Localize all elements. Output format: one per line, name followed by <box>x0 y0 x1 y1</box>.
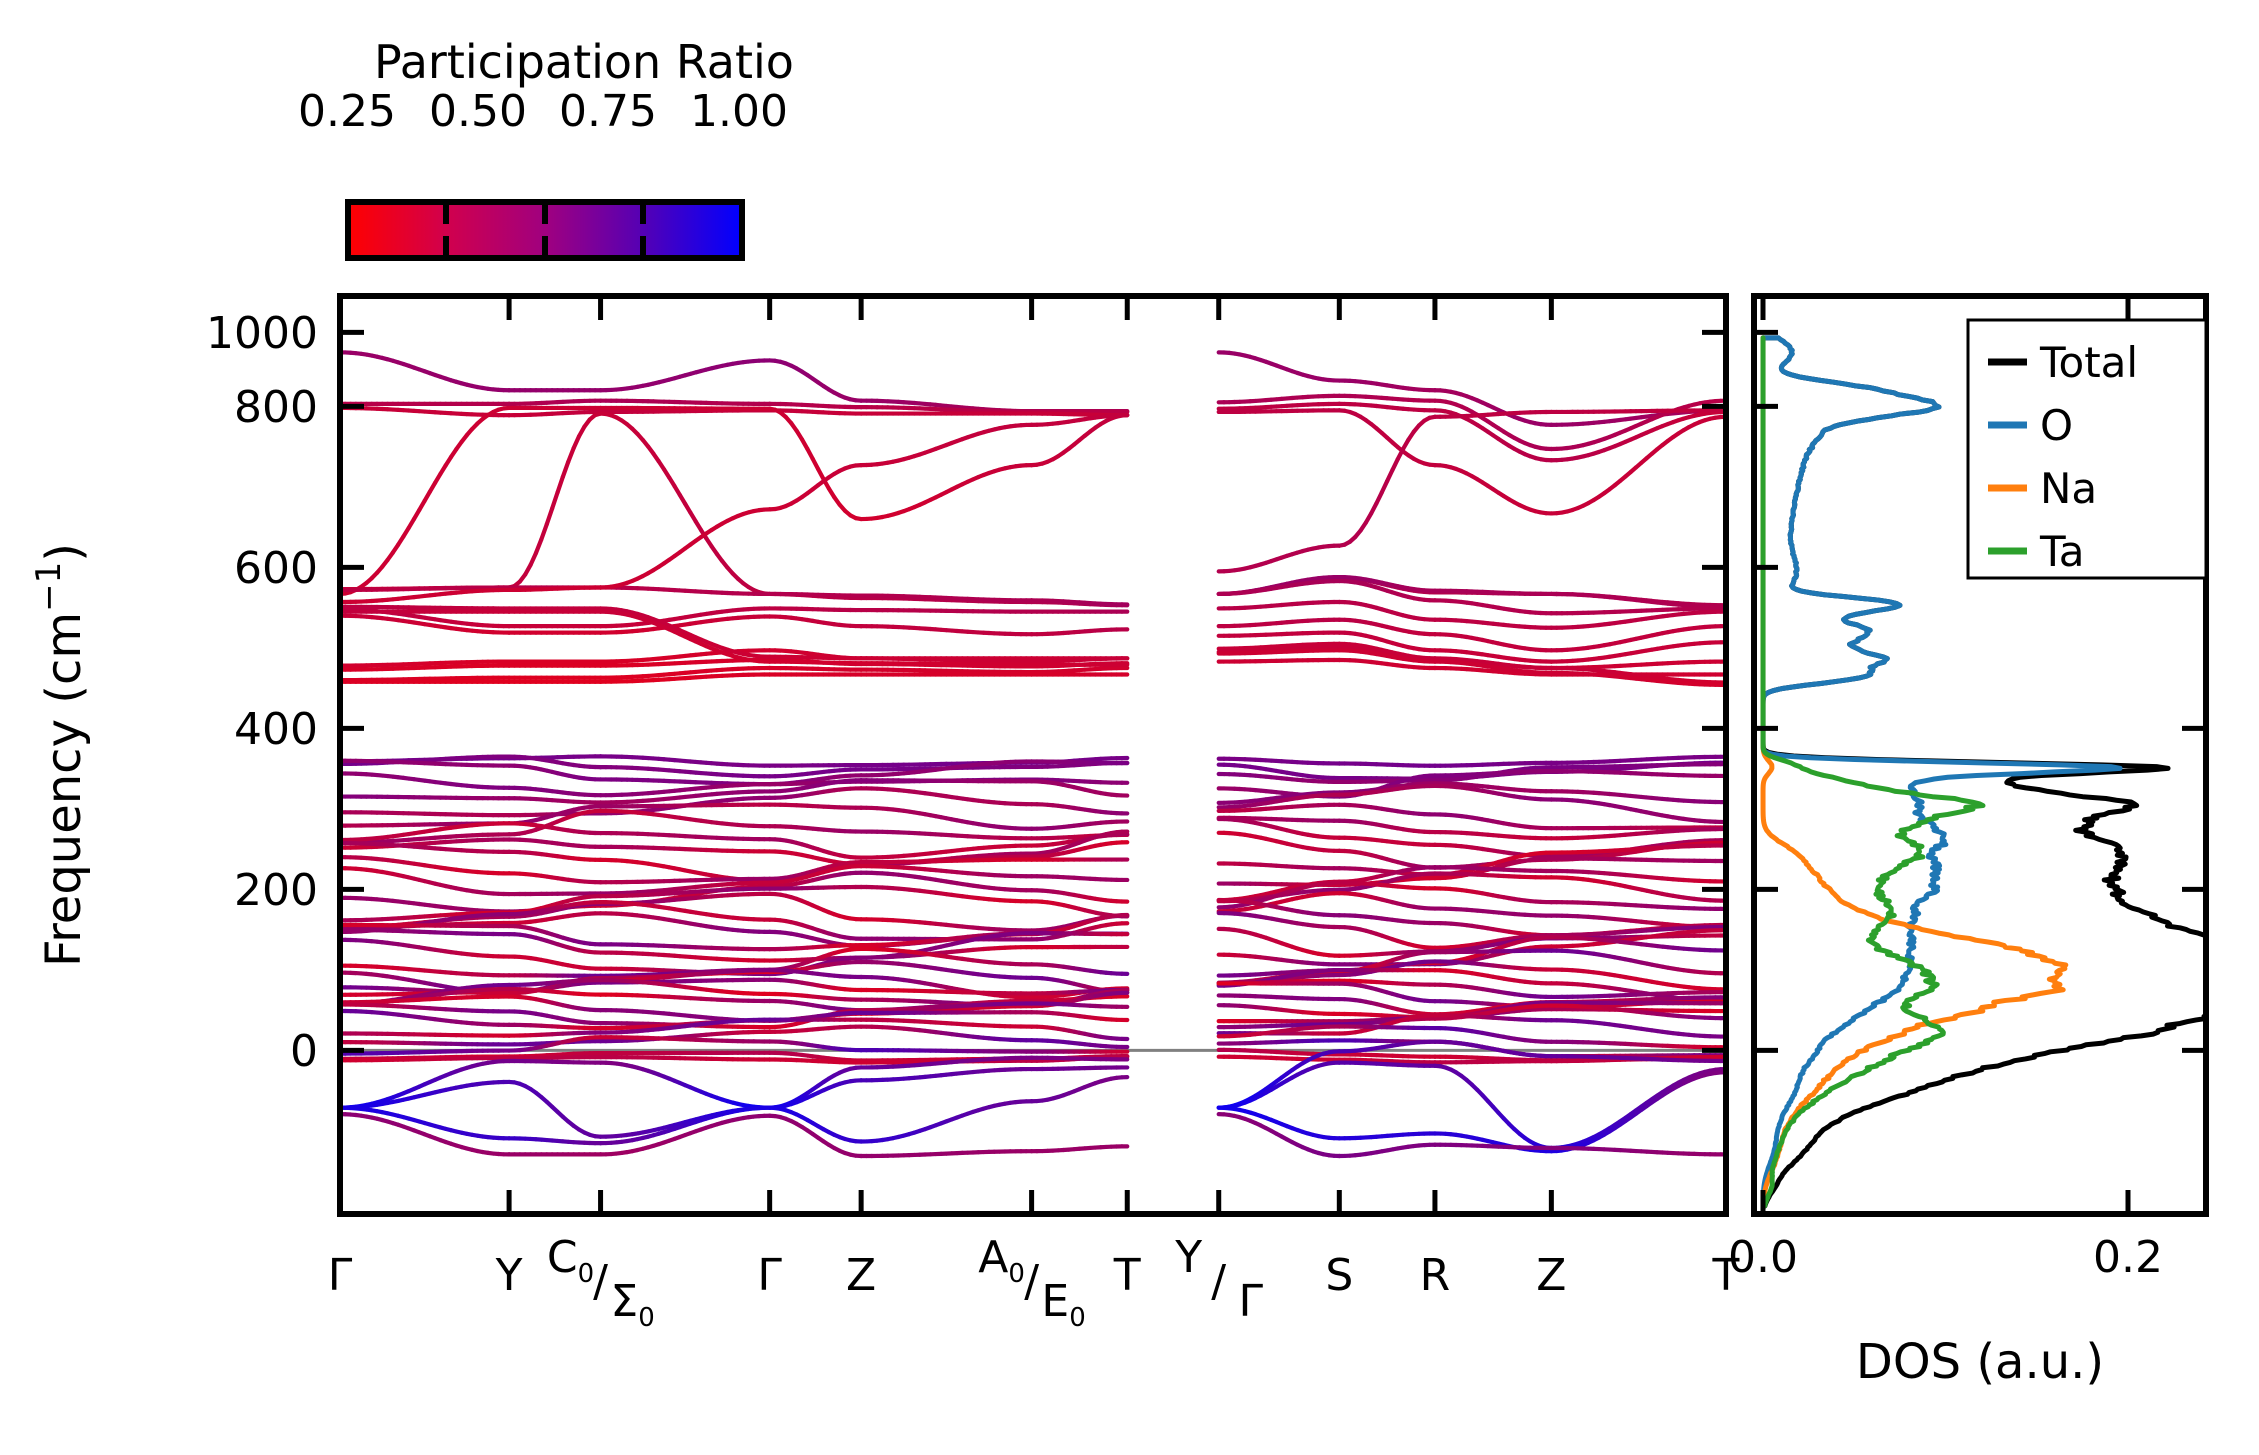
legend-label-ta: Ta <box>2039 527 2084 576</box>
band-x-label-11: T <box>1712 1250 1740 1301</box>
band-structure-panel: 0 200 400 600 800 1000 Γ Y C0/Σ0Γ Z A0/E0T Y /… <box>206 293 1740 1333</box>
band-curves <box>340 350 1726 1159</box>
y-tick-label-1000: 1000 <box>206 308 318 359</box>
dos-legend: Total O Na Ta <box>1966 318 2208 580</box>
band-x-label-2: C0/Σ0 <box>547 1232 655 1333</box>
dos-x-tick-labels: 0.0 0.2 <box>1728 1232 2163 1283</box>
band-x-label-10: Z <box>1536 1250 1566 1301</box>
dos-curve <box>1760 335 2123 1209</box>
band-y-ticks <box>340 329 1726 1053</box>
dos-curve <box>1760 335 1986 1209</box>
colorbar-tick-label-0: 0.25 <box>298 86 396 137</box>
legend-label-o: O <box>2040 401 2073 450</box>
band-x-label-3: Γ <box>757 1250 782 1301</box>
legend-label-na: Na <box>2040 464 2097 513</box>
band-x-label-1: Y <box>495 1250 523 1301</box>
y-axis-title: Frequency (cm−1) <box>29 543 92 967</box>
legend-entry-total[interactable]: Total <box>1988 338 2138 387</box>
band-x-label-0: Γ <box>328 1250 353 1301</box>
legend-label-total: Total <box>2039 338 2138 387</box>
dos-x-tick-label-0: 0.0 <box>1728 1232 1798 1283</box>
dos-x-tick-label-1: 0.2 <box>2093 1232 2163 1283</box>
colorbar-ticks <box>443 202 646 258</box>
y-tick-label-600: 600 <box>234 543 318 594</box>
legend-entry-o[interactable]: O <box>1988 401 2073 450</box>
band-plot-background <box>340 296 1726 1214</box>
colorbar-tick-label-2: 0.75 <box>559 86 657 137</box>
y-tick-label-800: 800 <box>234 382 318 433</box>
band-x-label-9: R <box>1420 1250 1451 1301</box>
band-y-tick-labels: 0 200 400 600 800 1000 <box>206 308 318 1077</box>
colorbar-group: Participation Ratio 0.25 0.50 0.75 1.00 <box>298 35 794 261</box>
band-x-label-4: Z <box>846 1250 876 1301</box>
colorbar-tick-label-3: 1.00 <box>690 86 788 137</box>
y-tick-label-200: 200 <box>234 865 318 916</box>
y-tick-label-400: 400 <box>234 704 318 755</box>
legend-entry-na[interactable]: Na <box>1988 464 2097 513</box>
y-tick-label-0: 0 <box>290 1026 318 1077</box>
dos-x-axis-title: DOS (a.u.) <box>1856 1334 2104 1390</box>
colorbar-title: Participation Ratio <box>374 35 794 89</box>
band-x-ticks <box>337 296 1729 1214</box>
legend-entry-ta[interactable]: Ta <box>1988 527 2084 576</box>
dos-axes-frame <box>1751 293 2209 1217</box>
band-x-label-7: Y / Γ <box>1174 1232 1263 1327</box>
dos-x-ticks <box>1760 296 2131 1214</box>
band-x-label-6: T <box>1113 1250 1141 1301</box>
dos-y-ticks <box>1754 329 2206 1053</box>
dos-panel: 0.0 0.2 DOS (a.u.) Total O Na Ta <box>1728 293 2209 1390</box>
colorbar-tick-label-1: 0.50 <box>429 86 527 137</box>
dos-curves <box>1760 335 2206 1209</box>
y-axis-label-group: Frequency (cm−1) <box>29 543 92 967</box>
band-x-label-8: S <box>1325 1250 1353 1301</box>
